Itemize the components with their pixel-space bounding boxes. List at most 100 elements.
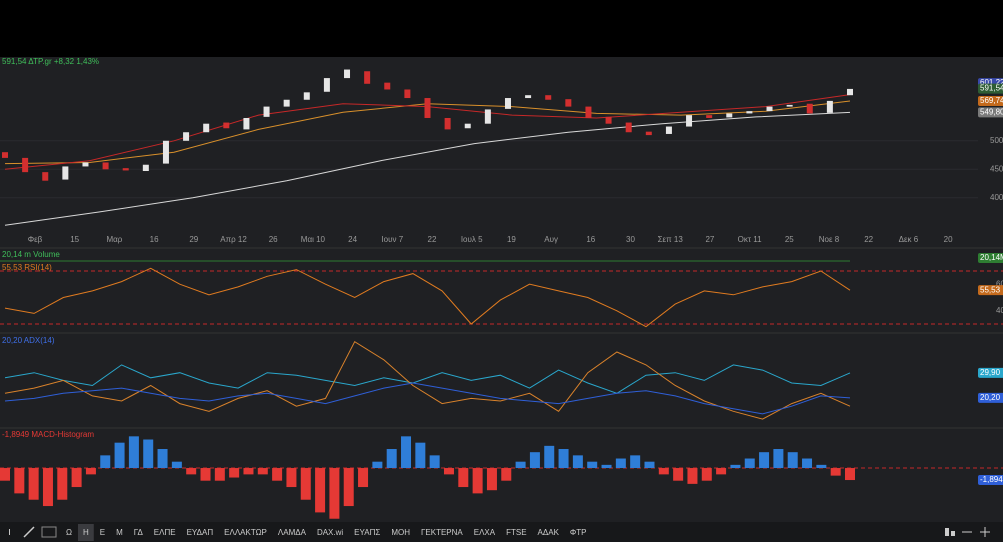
value-tag <box>978 475 1003 486</box>
candle <box>122 168 129 171</box>
toolbar-item[interactable]: ΦΤΡ <box>570 528 587 537</box>
macd-bar <box>243 468 254 475</box>
macd-bar <box>401 436 412 469</box>
top-bar <box>0 0 1003 57</box>
macd-bar <box>272 468 283 481</box>
toolbar-item[interactable]: ΕΥΑΠΣ <box>354 528 380 537</box>
candle <box>62 166 69 180</box>
chart-area <box>0 57 1003 522</box>
price-tag-label: 569,74 <box>980 96 1003 105</box>
toolbar-item[interactable]: ΛΑΜΔΑ <box>278 528 307 537</box>
macd-bar <box>286 468 297 488</box>
toolbar-item[interactable]: ΕΛΧΑ <box>474 528 496 537</box>
macd-bar <box>200 468 211 481</box>
candle <box>585 106 592 118</box>
candle <box>243 117 250 130</box>
macd-bar <box>300 468 311 500</box>
x-tick-label: 15 <box>70 235 79 244</box>
macd-bar <box>143 439 154 469</box>
candle <box>323 78 330 92</box>
toolbar-item[interactable]: ΓΔ <box>134 528 144 537</box>
candle <box>525 95 532 99</box>
candle <box>545 95 552 100</box>
candle <box>344 69 351 79</box>
x-tick-label: 16 <box>150 235 159 244</box>
macd-bar <box>171 461 182 469</box>
macd-bar <box>744 458 755 469</box>
toolbar-item[interactable]: E <box>100 528 105 537</box>
candle <box>746 111 753 114</box>
price-tag-label: 601,22 <box>980 78 1003 87</box>
x-tick-label: 22 <box>864 235 873 244</box>
macd-bar <box>315 468 326 513</box>
x-tick-label: Μαι 10 <box>301 235 326 244</box>
adx-line <box>4 340 851 420</box>
macd-bar <box>358 468 369 488</box>
toolbar-item[interactable]: DAX.wi <box>317 528 343 537</box>
macd-bar <box>730 464 741 469</box>
candle <box>223 122 230 129</box>
macd-bar <box>214 468 225 481</box>
candle <box>22 157 29 173</box>
x-tick-label: Απρ 12 <box>220 235 247 244</box>
x-tick-label: 26 <box>269 235 278 244</box>
macd-bar <box>529 452 540 469</box>
macd-bar <box>515 461 526 469</box>
candle <box>645 131 652 136</box>
macd-bar <box>830 468 841 476</box>
candle <box>726 113 733 118</box>
candle <box>686 115 693 127</box>
y-tick-label: 40 <box>996 306 1003 315</box>
candle <box>263 106 270 117</box>
macd-bar <box>229 468 240 478</box>
toolbar-item[interactable]: H <box>83 528 89 537</box>
toolbar-item[interactable]: ΕΛΠΕ <box>154 528 176 537</box>
price-tag <box>978 96 1003 107</box>
toolbar-icons: ı <box>8 526 990 538</box>
macd-bar <box>687 468 698 484</box>
toolbar-item[interactable]: ΕΛΛΑΚΤΩΡ <box>224 528 267 537</box>
x-tick-label: 22 <box>428 235 437 244</box>
candle <box>504 98 511 109</box>
macd-bar <box>630 455 641 469</box>
toolbar-item[interactable]: M <box>116 528 123 537</box>
toolbar-item[interactable]: Ω <box>66 528 72 537</box>
macd-title: -1,8949 MACD-Histogram <box>2 430 94 439</box>
candle <box>364 71 371 84</box>
candle <box>384 82 391 90</box>
candle <box>424 98 431 118</box>
macd-bar <box>572 455 583 469</box>
macd-bar <box>372 461 383 469</box>
y-tick-label: 450 <box>990 164 1003 173</box>
candle <box>706 115 713 118</box>
rsi-line <box>4 267 851 328</box>
toolbar-item[interactable]: ΓΕΚΤΕΡΝΑ <box>421 528 463 537</box>
macd-bar <box>114 442 125 469</box>
macd-bar <box>0 468 10 481</box>
candle <box>605 116 612 124</box>
macd-bar <box>701 468 712 481</box>
toolbar-item[interactable]: ΕΥΔΑΠ <box>187 528 214 537</box>
value-tag <box>978 285 1003 296</box>
macd-bar <box>186 468 197 475</box>
macd-bar <box>85 468 96 475</box>
toolbar-item[interactable]: ΜΟΗ <box>391 528 410 537</box>
macd-bar <box>329 468 340 519</box>
x-tick-label: Αυγ <box>544 235 558 244</box>
x-tick-label: Ιουν 7 <box>381 235 403 244</box>
x-tick-label: 30 <box>626 235 635 244</box>
x-tick-label: Οκτ 11 <box>738 235 762 244</box>
candle <box>303 92 310 100</box>
candle <box>786 104 793 107</box>
macd-bar <box>716 468 727 475</box>
x-tick-label: Μαρ <box>106 235 122 244</box>
toolbar-item[interactable]: FTSE <box>506 528 526 537</box>
macd-bar <box>845 468 855 481</box>
x-tick-label: 25 <box>785 235 794 244</box>
toolbar-item[interactable]: ΑΔΑΚ <box>538 528 560 537</box>
adx-line <box>4 382 851 415</box>
toolbar-active <box>77 524 94 541</box>
x-tick-label: 29 <box>189 235 198 244</box>
candle <box>625 122 632 133</box>
